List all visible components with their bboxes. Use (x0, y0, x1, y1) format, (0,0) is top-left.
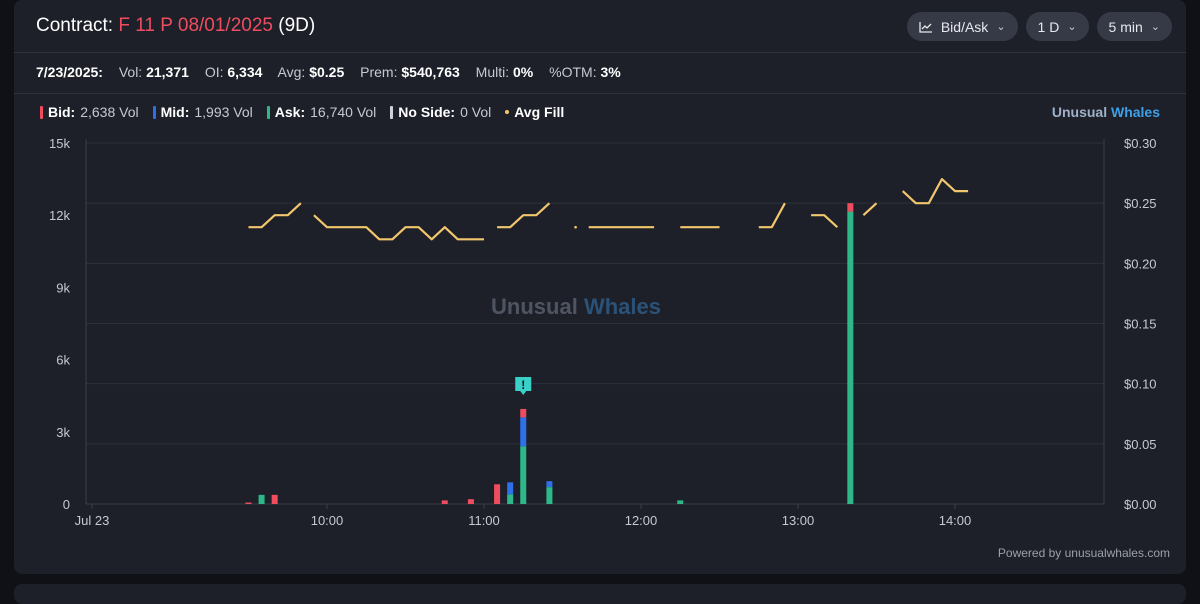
volume-bars (245, 203, 854, 504)
chevron-down-icon: ⌄ (1067, 21, 1077, 33)
x-tick-label: 12:00 (625, 513, 658, 528)
bar-mid[interactable] (507, 482, 514, 495)
legend-bid[interactable]: Bid: 2,638 Vol (40, 104, 139, 120)
y-right-tick: $0.05 (1124, 437, 1157, 452)
x-tick-label: Jul 23 (75, 513, 110, 528)
y-right-tick: $0.25 (1124, 196, 1157, 211)
bar-ask[interactable] (520, 446, 527, 504)
bar-ask[interactable] (677, 500, 684, 504)
avg-fill-segment (758, 202, 786, 229)
axes-labels: 0 3k 6k 9k 12k 15k $0.00 $0.05 $0.10 $0.15 $0.20 $0… (49, 136, 1157, 528)
x-tick-label: 10:00 (311, 513, 344, 528)
y-right-tick: $0.20 (1124, 256, 1157, 271)
bar-bid[interactable] (245, 502, 252, 504)
bid-ask-dropdown[interactable]: Bid/Ask ⌄ (906, 12, 1018, 41)
contract-title: Contract: F 11 P 08/01/2025 (9D) (36, 15, 316, 36)
avg-fill-segment (313, 214, 484, 241)
bar-bid[interactable] (271, 494, 278, 504)
legend-avg-fill[interactable]: Avg Fill (505, 104, 564, 120)
avg-fill-segment (497, 202, 551, 229)
chevron-down-icon: ⌄ (1150, 21, 1160, 33)
y-left-tick: 6k (56, 353, 70, 368)
bar-mid[interactable] (546, 481, 553, 488)
avg-fill-segment (248, 202, 302, 229)
bar-ask[interactable] (546, 487, 553, 504)
watermark: Unusual Whales (491, 294, 661, 319)
x-tick-label: 13:00 (782, 513, 815, 528)
days-to-expiry: (9D) (278, 15, 316, 36)
y-right-tick: $0.00 (1124, 497, 1157, 512)
range-dropdown[interactable]: 1 D ⌄ (1025, 12, 1089, 41)
avg-fill-segment (811, 214, 839, 229)
alert-marker: ! (515, 377, 532, 395)
bar-ask[interactable] (258, 494, 265, 504)
x-tick-label: 11:00 (468, 513, 500, 528)
bar-ask[interactable] (507, 494, 514, 504)
legend-no-side[interactable]: No Side: 0 Vol (390, 104, 491, 120)
stats-row: 7/23/2025: Vol: 21,371 OI: 6,334 Avg: $0… (36, 64, 621, 80)
x-tick-label: 14:00 (939, 513, 972, 528)
bar-bid[interactable] (494, 484, 501, 504)
avg-fill-point (574, 225, 577, 229)
y-right-tick: $0.10 (1124, 377, 1157, 392)
powered-by: Powered by unusualwhales.com (997, 546, 1170, 560)
y-right-tick: $0.15 (1124, 317, 1157, 332)
chart-grid (85, 139, 1105, 505)
bar-mid[interactable] (520, 417, 527, 447)
bar-bid[interactable] (467, 499, 474, 504)
bar-bid[interactable] (441, 500, 448, 504)
brand-logo: Unusual Whales (1051, 104, 1160, 120)
alert-flag-icon[interactable] (515, 377, 532, 395)
divider (14, 93, 1186, 94)
y-left-tick: 0 (63, 497, 70, 512)
chart-header: Contract: F 11 P 08/01/2025 (9D) Bid/Ask… (14, 0, 1186, 53)
contract-name: F 11 P 08/01/2025 (118, 15, 273, 36)
line-chart-icon (919, 21, 932, 33)
chart-card: Contract: F 11 P 08/01/2025 (9D) Bid/Ask… (14, 0, 1186, 574)
avg-fill-line (248, 178, 969, 241)
y-left-tick: 15k (49, 136, 70, 151)
y-left-tick: 12k (49, 208, 70, 223)
y-left-tick: 3k (56, 425, 70, 440)
avg-fill-segment (862, 202, 878, 217)
avg-fill-segment (901, 178, 969, 205)
bar-bid[interactable] (847, 203, 854, 212)
bar-ask[interactable] (847, 211, 854, 504)
chart-legend: Bid: 2,638 Vol Mid: 1,993 Vol Ask: 16,740 V… (40, 104, 564, 120)
chevron-down-icon: ⌄ (996, 21, 1006, 33)
bar-bid[interactable] (520, 408, 527, 418)
alert-flag-label: ! (521, 378, 525, 392)
legend-ask[interactable]: Ask: 16,740 Vol (266, 104, 376, 120)
y-left-tick: 9k (56, 280, 70, 295)
chart-controls: Bid/Ask ⌄ 1 D ⌄ 5 min ⌄ (906, 12, 1172, 41)
interval-dropdown[interactable]: 5 min ⌄ (1096, 12, 1172, 41)
legend-mid[interactable]: Mid: 1,993 Vol (152, 104, 253, 120)
y-right-tick: $0.30 (1124, 136, 1157, 151)
